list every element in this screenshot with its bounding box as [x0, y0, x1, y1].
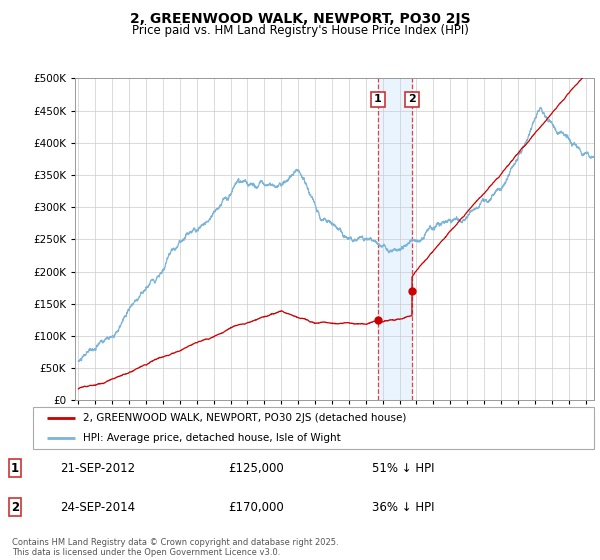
Text: 21-SEP-2012: 21-SEP-2012	[60, 461, 135, 474]
FancyBboxPatch shape	[33, 407, 594, 449]
Text: 2, GREENWOOD WALK, NEWPORT, PO30 2JS (detached house): 2, GREENWOOD WALK, NEWPORT, PO30 2JS (de…	[83, 413, 407, 423]
Text: 1: 1	[374, 94, 382, 104]
Text: 2: 2	[408, 94, 416, 104]
Text: £125,000: £125,000	[228, 461, 284, 474]
Text: 24-SEP-2014: 24-SEP-2014	[60, 501, 135, 514]
Text: HPI: Average price, detached house, Isle of Wight: HPI: Average price, detached house, Isle…	[83, 433, 341, 443]
Text: 2, GREENWOOD WALK, NEWPORT, PO30 2JS: 2, GREENWOOD WALK, NEWPORT, PO30 2JS	[130, 12, 470, 26]
Text: Price paid vs. HM Land Registry's House Price Index (HPI): Price paid vs. HM Land Registry's House …	[131, 24, 469, 36]
Text: 1: 1	[11, 461, 19, 474]
Bar	[378, 78, 412, 400]
Text: 2: 2	[11, 501, 19, 514]
Text: 36% ↓ HPI: 36% ↓ HPI	[372, 501, 434, 514]
Text: Contains HM Land Registry data © Crown copyright and database right 2025.
This d: Contains HM Land Registry data © Crown c…	[12, 538, 338, 557]
Text: £170,000: £170,000	[228, 501, 284, 514]
Text: 51% ↓ HPI: 51% ↓ HPI	[372, 461, 434, 474]
